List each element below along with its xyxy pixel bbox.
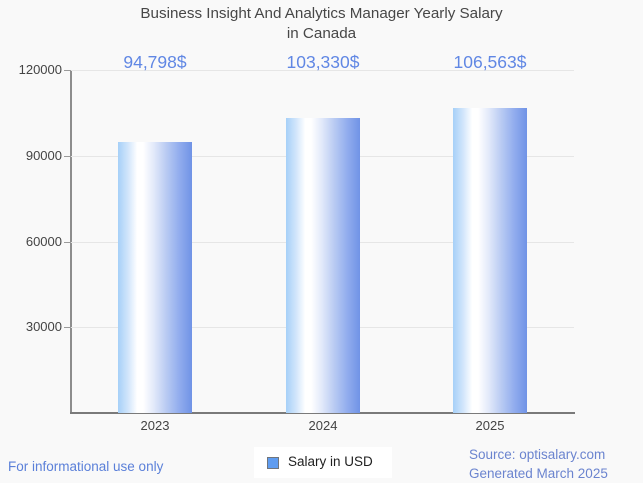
y-axis-tick-label: 30000	[25, 319, 62, 334]
source-text: Source: optisalary.com	[469, 447, 606, 462]
bar-2023	[118, 142, 192, 413]
y-axis-tick	[64, 327, 71, 328]
bar-value-label: 106,563$	[453, 52, 527, 72]
legend-label: Salary in USD	[288, 454, 373, 469]
y-axis-tick-label: 90000	[25, 148, 62, 163]
legend-marker-icon	[267, 457, 279, 469]
legend: Salary in USD	[254, 447, 392, 478]
x-axis-tick-label: 2025	[475, 418, 505, 433]
gridline	[71, 70, 574, 71]
source-block: Source: optisalary.com Generated March 2…	[469, 446, 608, 483]
bar-2024	[286, 118, 360, 413]
y-axis-tick	[64, 156, 71, 157]
y-axis-tick	[64, 242, 71, 243]
x-axis-tick-label: 2023	[140, 418, 170, 433]
generated-text: Generated March 2025	[469, 465, 608, 481]
y-axis-tick-label: 60000	[25, 234, 62, 249]
bar-2025	[453, 108, 527, 413]
disclaimer-text: For informational use only	[8, 459, 164, 474]
bar-value-label: 94,798$	[123, 52, 187, 72]
chart-title: Business Insight And Analytics Manager Y…	[0, 4, 643, 43]
y-axis-line	[70, 70, 72, 413]
x-axis-tick-label: 2024	[308, 418, 338, 433]
chart-title-line2: in Canada	[286, 24, 357, 42]
chart-title-line1: Business Insight And Analytics Manager Y…	[140, 5, 503, 22]
y-axis-tick	[64, 70, 71, 71]
bar-value-label: 103,330$	[286, 52, 360, 72]
y-axis-tick-label: 120000	[18, 62, 62, 77]
